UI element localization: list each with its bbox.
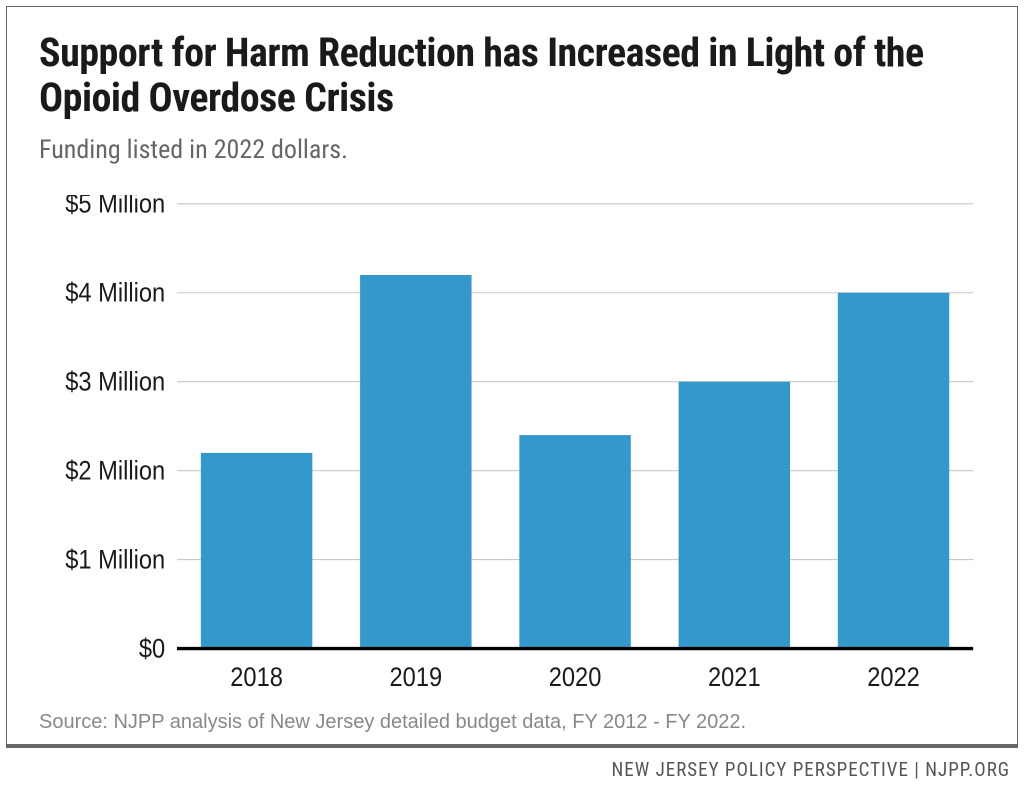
bar — [519, 435, 630, 648]
y-axis-label: $0 — [139, 634, 165, 664]
chart-area: $0 $1 Million $2 Million $3 Million $4 Milli… — [39, 195, 985, 701]
x-axis-label: 2019 — [390, 662, 443, 692]
chart-frame: Support for Harm Reduction has Increased… — [6, 6, 1018, 748]
bar — [838, 292, 949, 648]
footer-credit: NEW JERSEY POLICY PERSPECTIVE | NJPP.ORG — [0, 748, 1024, 787]
chart-content: Support for Harm Reduction has Increased… — [7, 7, 1017, 744]
chart-title: Support for Harm Reduction has Increased… — [39, 31, 985, 121]
x-axis-label: 2022 — [867, 662, 920, 692]
y-axis-label: $3 Million — [65, 367, 165, 397]
bar — [679, 381, 790, 648]
y-axis-label: $1 Million — [65, 545, 165, 575]
y-axis-label: $5 Million — [65, 195, 165, 219]
bar-chart: $0 $1 Million $2 Million $3 Million $4 Milli… — [39, 195, 985, 701]
x-axis-label: 2020 — [549, 662, 602, 692]
bar — [201, 452, 312, 648]
bar — [360, 275, 471, 649]
y-axis-label: $2 Million — [65, 456, 165, 486]
x-axis-label: 2021 — [708, 662, 761, 692]
x-axis-label: 2018 — [230, 662, 283, 692]
chart-subtitle: Funding listed in 2022 dollars. — [39, 135, 985, 165]
source-note: Source: NJPP analysis of New Jersey deta… — [39, 701, 985, 734]
y-axis-label: $4 Million — [65, 278, 165, 308]
